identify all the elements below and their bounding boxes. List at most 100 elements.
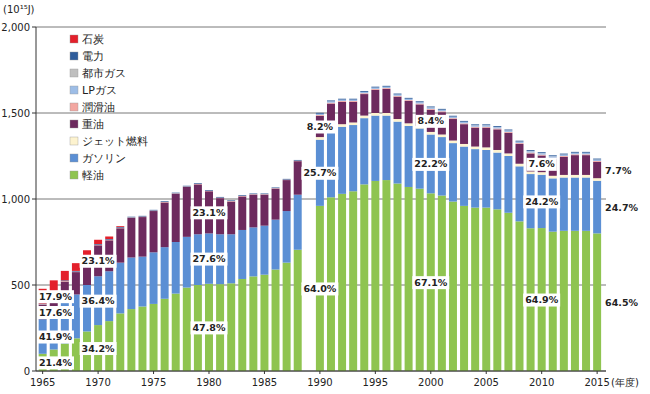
- bar-segment: [227, 201, 235, 203]
- bar-segment: [438, 111, 446, 113]
- annotation: 24.2%: [525, 196, 558, 207]
- bar-segment: [571, 155, 579, 175]
- annotation: 17.6%: [39, 307, 72, 318]
- bar-segment: [272, 220, 280, 270]
- x-tick-label: 2005: [474, 377, 499, 388]
- x-tick-label: 2015: [584, 377, 609, 388]
- annotation: 8.4%: [418, 115, 445, 126]
- bars: [39, 86, 601, 371]
- annotation: 24.7%: [605, 202, 638, 213]
- bar-segment: [504, 133, 512, 154]
- legend-label: 石炭: [82, 33, 104, 46]
- bar-segment: [571, 152, 579, 153]
- y-tick-label: 500: [11, 280, 30, 291]
- annotation-box: [37, 331, 74, 344]
- bar-segment: [238, 196, 246, 230]
- bar-segment: [527, 171, 535, 174]
- bar-segment: [571, 154, 579, 156]
- bar-segment: [294, 161, 302, 195]
- bar-segment: [394, 119, 402, 122]
- bar-segment: [593, 159, 601, 160]
- bar-segment: [394, 122, 402, 184]
- legend-swatch: [70, 52, 78, 60]
- x-tick: [264, 371, 265, 374]
- bar-segment: [405, 100, 413, 102]
- bar-segment: [316, 112, 324, 114]
- bar-segment: [283, 178, 291, 180]
- bar-segment: [482, 150, 490, 208]
- bar-segment: [227, 234, 235, 283]
- x-tick-label: 1975: [141, 377, 166, 388]
- bar-segment: [538, 153, 546, 154]
- bar-segment: [105, 239, 113, 241]
- annotation-box: [305, 121, 335, 134]
- bar-segment: [460, 124, 468, 144]
- bar-segment: [360, 90, 368, 92]
- x-tick: [430, 371, 431, 374]
- annotation-box: [527, 158, 557, 171]
- bar-segment: [338, 127, 346, 194]
- bar-segment: [382, 89, 390, 113]
- annotation: 23.1%: [82, 255, 115, 266]
- bar-segment: [272, 187, 280, 189]
- bar-segment: [493, 150, 501, 153]
- annotation-box: [80, 342, 117, 355]
- legend-label: 都市ガス: [82, 67, 126, 80]
- x-tick-label: 2010: [529, 377, 554, 388]
- bar-segment: [283, 180, 291, 211]
- bar-segment: [571, 153, 579, 154]
- bar-segment: [72, 271, 80, 273]
- bar-segment: [161, 247, 169, 299]
- bar-segment: [172, 294, 180, 371]
- x-tick: [597, 371, 598, 374]
- bar-segment: [172, 242, 180, 294]
- legend-swatch: [70, 154, 78, 162]
- bar-segment: [327, 129, 335, 197]
- x-tick: [541, 371, 542, 374]
- bar-segment: [272, 188, 280, 190]
- bar-segment: [549, 176, 557, 179]
- annotation: 64.9%: [525, 294, 558, 305]
- bar-segment: [593, 181, 601, 234]
- annotation: 25.7%: [303, 167, 336, 178]
- annotation-box: [301, 282, 338, 295]
- bar-segment: [349, 125, 357, 191]
- bar-segment: [571, 178, 579, 231]
- bar-segment: [527, 151, 535, 152]
- bar-segment: [527, 150, 535, 152]
- bar-segment: [249, 276, 257, 371]
- x-tick: [208, 371, 209, 374]
- annotation-box: [37, 306, 74, 319]
- bar-segment: [116, 313, 124, 371]
- bar-segment: [260, 226, 268, 275]
- bar-segment: [504, 131, 512, 133]
- bar-segment: [316, 114, 324, 115]
- bar-segment: [116, 227, 124, 229]
- bar-segment: [482, 125, 490, 126]
- bar-segment: [371, 86, 379, 88]
- bar-segment: [349, 98, 357, 100]
- bar-segment: [283, 263, 291, 371]
- annotation-box: [191, 206, 228, 219]
- bar-segment: [460, 122, 468, 123]
- bar-segment: [516, 141, 524, 142]
- bar-segment: [360, 92, 368, 93]
- bar-segment: [105, 236, 113, 239]
- bar-segment: [371, 88, 379, 89]
- bar-segment: [382, 85, 390, 87]
- bar-segment: [316, 137, 324, 140]
- bar-segment: [571, 231, 579, 371]
- bar-segment: [172, 192, 180, 194]
- annotation: 27.6%: [193, 253, 226, 264]
- bar-segment: [471, 128, 479, 147]
- bar-segment: [283, 179, 291, 181]
- chart: 05001,0001,5002,000196519701975198019851…: [0, 0, 650, 394]
- bar-segment: [427, 132, 435, 135]
- annotation-box: [603, 164, 633, 177]
- bar-segment: [571, 151, 579, 153]
- annotation: 7.7%: [605, 165, 632, 176]
- bar-segment: [360, 94, 368, 116]
- y-axis-label: (10¹⁵J): [3, 4, 35, 15]
- bar-segment: [593, 160, 601, 162]
- bar-segment: [360, 184, 368, 371]
